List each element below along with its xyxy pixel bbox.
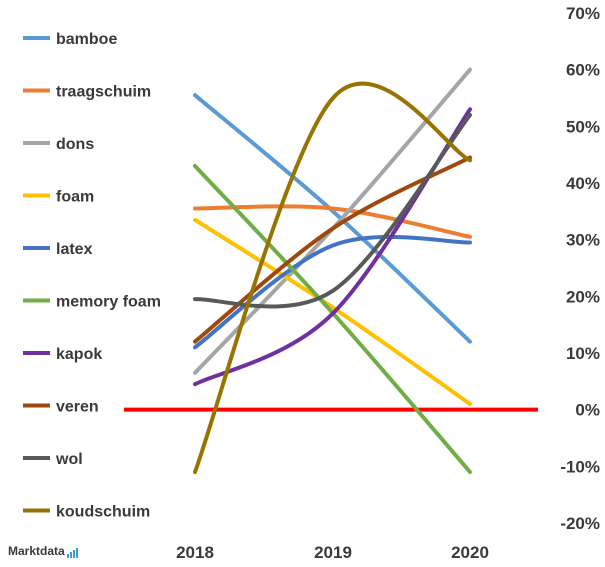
series-line-traagschuim <box>193 204 472 239</box>
x-tick-label: 2020 <box>451 543 489 562</box>
legend-label: dons <box>56 136 94 153</box>
y-tick-label: 0% <box>575 401 600 420</box>
x-tick-label: 2019 <box>314 543 352 562</box>
y-tick-label: -10% <box>560 457 600 476</box>
brand-bars-icon <box>66 544 79 558</box>
legend-label: memory foam <box>56 294 161 311</box>
y-axis: 70% 60% 50% 40% 30% 20% 10% 0% -10% -20% <box>560 4 600 533</box>
series-lines <box>193 67 472 474</box>
legend-label: traagschuim <box>56 84 151 101</box>
series-line-koudschuim <box>193 81 472 474</box>
series-line-wol <box>193 113 472 309</box>
legend-label: veren <box>56 399 99 416</box>
y-tick-label: 10% <box>566 344 600 363</box>
legend: bamboe traagschuim dons foam latex memory foa… <box>23 31 161 521</box>
legend-label: bamboe <box>56 31 117 48</box>
y-tick-label: 40% <box>566 174 600 193</box>
legend-label: wol <box>55 451 83 468</box>
series-line-veren <box>193 155 472 344</box>
y-tick-label: 30% <box>566 231 600 250</box>
y-tick-label: 60% <box>566 61 600 80</box>
series-line-dons <box>193 67 472 375</box>
y-tick-label: 50% <box>566 117 600 136</box>
series-line-latex <box>193 234 472 350</box>
y-tick-label: 20% <box>566 287 600 306</box>
y-tick-label: -20% <box>560 514 600 533</box>
legend-label: foam <box>56 189 94 206</box>
legend-label: koudschuim <box>56 504 150 521</box>
series-line-foam <box>193 217 472 406</box>
x-axis: 2018 2019 2020 <box>176 543 489 562</box>
legend-label: kapok <box>56 346 102 363</box>
brand-name: Marktdata <box>8 544 65 558</box>
brand-logo: Marktdata <box>8 544 79 558</box>
x-tick-label: 2018 <box>176 543 214 562</box>
y-tick-label: 70% <box>566 4 600 23</box>
legend-label: latex <box>56 241 93 258</box>
series-line-bamboe <box>193 93 472 344</box>
